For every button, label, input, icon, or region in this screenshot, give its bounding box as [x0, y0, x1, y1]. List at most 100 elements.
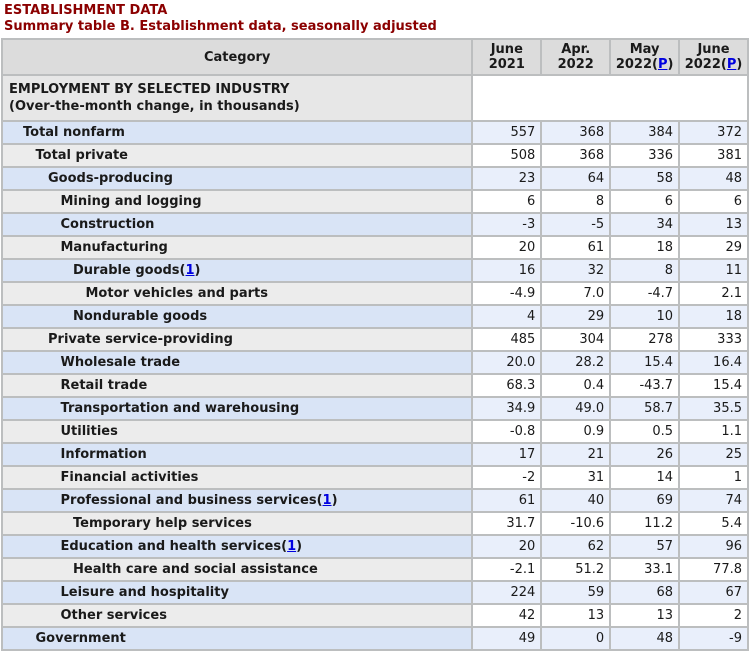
- value-cell: -4.9: [473, 283, 541, 304]
- value-cell: 23: [473, 168, 541, 189]
- table-row: Information 17 21 26 25: [3, 444, 747, 465]
- value-cell: 10: [611, 306, 679, 327]
- category-cell: Motor vehicles and parts: [3, 283, 472, 304]
- table-row: Education and health services(1) 20 62 57 96: [3, 536, 747, 557]
- table-row: Mining and logging 6 8 6 6: [3, 191, 747, 212]
- value-cell: 31: [542, 467, 610, 488]
- table-row: Manufacturing 20 61 18 29: [3, 237, 747, 258]
- value-cell: 77.8: [680, 559, 747, 580]
- category-cell: Construction: [3, 214, 472, 235]
- value-cell: 6: [473, 191, 541, 212]
- value-cell: 32: [542, 260, 610, 281]
- value-cell: 59: [542, 582, 610, 603]
- category-cell: Goods-producing: [3, 168, 472, 189]
- table-header-row: Category June 2021 Apr. 2022 May 2022(P) June 2…: [3, 40, 747, 74]
- month-column-header-2: Apr. 2022: [542, 40, 610, 74]
- section-header-row: EMPLOYMENT BY SELECTED INDUSTRY (Over-th…: [3, 76, 747, 120]
- year-label: 2022(P): [615, 57, 674, 72]
- category-cell: Temporary help services: [3, 513, 472, 534]
- table-row: Temporary help services 31.7 -10.6 11.2 5.4: [3, 513, 747, 534]
- category-cell: Information: [3, 444, 472, 465]
- value-cell: 57: [611, 536, 679, 557]
- page-titles: ESTABLISHMENT DATA Summary table B. Esta…: [0, 0, 750, 38]
- value-cell: 13: [542, 605, 610, 626]
- value-cell: 68.3: [473, 375, 541, 396]
- table-row: Leisure and hospitality 224 59 68 67: [3, 582, 747, 603]
- value-cell: 4: [473, 306, 541, 327]
- value-cell: -9: [680, 628, 747, 649]
- table-row: Goods-producing 23 64 58 48: [3, 168, 747, 189]
- month-label: June: [490, 42, 523, 57]
- value-cell: 48: [611, 628, 679, 649]
- value-cell: 16.4: [680, 352, 747, 373]
- value-cell: 6: [611, 191, 679, 212]
- value-cell: 31.7: [473, 513, 541, 534]
- value-cell: 7.0: [542, 283, 610, 304]
- table-row: Transportation and warehousing 34.9 49.0 58…: [3, 398, 747, 419]
- value-cell: 58: [611, 168, 679, 189]
- value-cell: 384: [611, 122, 679, 143]
- value-cell: 13: [611, 605, 679, 626]
- value-cell: 368: [542, 145, 610, 166]
- month-label: June: [697, 42, 730, 57]
- value-cell: 40: [542, 490, 610, 511]
- value-cell: 557: [473, 122, 541, 143]
- value-cell: 6: [680, 191, 747, 212]
- value-cell: 13: [680, 214, 747, 235]
- year-label: 2022: [557, 57, 594, 72]
- category-cell: Transportation and warehousing: [3, 398, 472, 419]
- table-row: Financial activities -2 31 14 1: [3, 467, 747, 488]
- table-row: Durable goods(1) 16 32 8 11: [3, 260, 747, 281]
- table-row: Total nonfarm 557 368 384 372: [3, 122, 747, 143]
- category-cell: Education and health services(1): [3, 536, 472, 557]
- value-cell: 21: [542, 444, 610, 465]
- table-row: Utilities -0.8 0.9 0.5 1.1: [3, 421, 747, 442]
- table-row: Private service-providing 485 304 278 333: [3, 329, 747, 350]
- footnote-1-link[interactable]: 1: [322, 493, 332, 508]
- month-label: Apr.: [561, 42, 591, 57]
- year-label: 2022(P): [684, 57, 743, 72]
- value-cell: -4.7: [611, 283, 679, 304]
- value-cell: 224: [473, 582, 541, 603]
- category-cell: Financial activities: [3, 467, 472, 488]
- footnote-1-link[interactable]: 1: [185, 263, 195, 278]
- value-cell: 15.4: [680, 375, 747, 396]
- category-cell: Government: [3, 628, 472, 649]
- preliminary-footnote-link[interactable]: P: [657, 57, 668, 72]
- establishment-data-heading: ESTABLISHMENT DATA: [4, 3, 168, 18]
- value-cell: 8: [542, 191, 610, 212]
- value-cell: 20.0: [473, 352, 541, 373]
- value-cell: -2.1: [473, 559, 541, 580]
- value-cell: 34: [611, 214, 679, 235]
- value-cell: 18: [680, 306, 747, 327]
- value-cell: 15.4: [611, 352, 679, 373]
- value-cell: 1: [680, 467, 747, 488]
- month-column-header-1: June 2021: [473, 40, 541, 74]
- value-cell: 69: [611, 490, 679, 511]
- value-cell: 49: [473, 628, 541, 649]
- table-row: Professional and business services(1) 61 4…: [3, 490, 747, 511]
- month-column-header-4: June 2022(P): [680, 40, 747, 74]
- value-cell: 61: [542, 237, 610, 258]
- category-cell: Mining and logging: [3, 191, 472, 212]
- category-cell: Nondurable goods: [3, 306, 472, 327]
- value-cell: 20: [473, 536, 541, 557]
- value-cell: 74: [680, 490, 747, 511]
- table-row: Other services 42 13 13 2: [3, 605, 747, 626]
- value-cell: 16: [473, 260, 541, 281]
- category-cell: Total nonfarm: [3, 122, 472, 143]
- footnote-1-link[interactable]: 1: [287, 539, 297, 554]
- value-cell: 304: [542, 329, 610, 350]
- value-cell: 29: [680, 237, 747, 258]
- section-title-line1: EMPLOYMENT BY SELECTED INDUSTRY: [9, 82, 290, 97]
- category-cell: Retail trade: [3, 375, 472, 396]
- year-label: 2021: [488, 57, 525, 72]
- table-row: Construction -3 -5 34 13: [3, 214, 747, 235]
- value-cell: 62: [542, 536, 610, 557]
- preliminary-footnote-link[interactable]: P: [726, 57, 737, 72]
- value-cell: 372: [680, 122, 747, 143]
- value-cell: 42: [473, 605, 541, 626]
- value-cell: -43.7: [611, 375, 679, 396]
- category-cell: Total private: [3, 145, 472, 166]
- section-title-cell: EMPLOYMENT BY SELECTED INDUSTRY (Over-th…: [3, 76, 472, 120]
